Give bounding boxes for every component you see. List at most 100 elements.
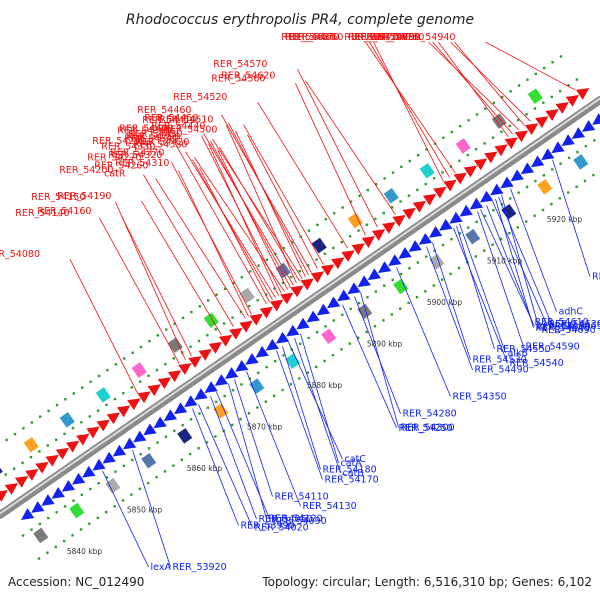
- forward-leader-line: [141, 200, 222, 336]
- reverse-gene-arrow: [510, 169, 524, 182]
- track-dot: [96, 409, 100, 412]
- track-dot: [432, 177, 436, 180]
- track-dot: [172, 464, 175, 467]
- forward-leader-line: [217, 149, 288, 290]
- reverse-gene-label: RER_54540: [510, 358, 564, 369]
- forward-gene-arrow: [422, 193, 437, 206]
- reverse-gene-arrow: [265, 338, 280, 351]
- reverse-leader-line: [453, 227, 508, 364]
- gene-dots-layer: [4, 55, 596, 560]
- track-dot: [467, 226, 470, 229]
- track-dot: [500, 130, 503, 133]
- track-dot: [450, 130, 454, 134]
- track-dot: [550, 95, 553, 99]
- reverse-gene-arrow: [184, 395, 198, 408]
- track-dot: [509, 197, 512, 200]
- track-dot: [139, 345, 143, 349]
- track-dot: [256, 299, 259, 302]
- track-dot: [298, 377, 301, 380]
- track-dot: [333, 212, 336, 215]
- forward-leader-line: [247, 134, 318, 269]
- track-dot: [323, 359, 326, 363]
- reverse-gene-arrow: [439, 218, 453, 231]
- forward-gene-arrow: [545, 109, 559, 121]
- forward-gene-arrow: [300, 278, 314, 291]
- forward-gene-label: RER_54750: [348, 32, 402, 43]
- track-dot: [482, 249, 486, 252]
- track-dot: [188, 452, 192, 456]
- forward-gene-label: RER_54140: [15, 208, 69, 219]
- track-dot: [484, 107, 487, 110]
- track-dot: [383, 177, 386, 180]
- backbone-bar: [0, 96, 600, 519]
- feature-box-outer-forward: [491, 113, 507, 129]
- track-dot: [331, 354, 335, 357]
- track-dot: [97, 482, 100, 485]
- track-dot: [558, 89, 562, 93]
- reverse-leader-line: [132, 449, 171, 568]
- track-dot: [273, 360, 277, 363]
- track-dot: [315, 258, 318, 261]
- track-dot: [592, 173, 595, 177]
- forward-gene-arrow: [310, 271, 325, 284]
- reverse-gene-arrow: [286, 324, 300, 337]
- track-dot: [559, 162, 562, 165]
- track-dot: [46, 551, 49, 554]
- reverse-gene-arrow: [224, 367, 239, 379]
- feature-box-outer-reverse: [213, 403, 229, 419]
- forward-gene-arrow: [116, 405, 131, 418]
- forward-gene-arrow: [45, 454, 59, 467]
- track-dot: [46, 444, 49, 447]
- reverse-gene-arrow: [571, 127, 586, 139]
- track-dot: [198, 305, 202, 308]
- track-dot: [113, 397, 117, 401]
- forward-gene-arrow: [412, 200, 427, 213]
- forward-gene-label: RER_54520: [173, 92, 227, 103]
- forward-gene-arrow: [259, 306, 274, 319]
- track-dot: [391, 278, 394, 282]
- feature-box-outer-forward: [347, 212, 363, 229]
- track-dot: [71, 534, 74, 537]
- track-dot: [559, 55, 563, 58]
- forward-gene-label: RER_54500: [163, 125, 217, 136]
- reverse-gene-label: catB: [343, 468, 364, 479]
- reverse-leader-line: [210, 396, 257, 520]
- forward-gene-arrow: [575, 87, 590, 100]
- track-dot: [47, 409, 50, 413]
- track-dot: [366, 188, 370, 192]
- forward-gene-label: RER_54680: [281, 32, 335, 43]
- forward-leader-line: [203, 133, 294, 286]
- reverse-gene-label: catA: [341, 458, 363, 469]
- reverse-gene-arrow: [82, 465, 96, 478]
- forward-gene-arrow: [14, 476, 29, 488]
- reverse-gene-arrow: [245, 352, 259, 365]
- forward-leader-line: [143, 174, 234, 327]
- track-dot: [81, 386, 84, 389]
- track-dot: [13, 432, 17, 436]
- reverse-gene-arrow: [122, 437, 137, 450]
- reverse-gene-label: RER_54280: [403, 409, 457, 420]
- forward-gene-arrow: [290, 285, 304, 298]
- track-dot: [240, 276, 244, 279]
- track-dot: [181, 423, 184, 427]
- track-dot: [348, 235, 352, 238]
- reverse-gene-label: RER_54490: [475, 365, 529, 376]
- forward-leader-line: [437, 41, 509, 137]
- track-dot: [416, 188, 419, 192]
- forward-gene-arrow: [280, 292, 294, 305]
- track-dot: [298, 270, 301, 273]
- reverse-leader-line: [246, 371, 301, 507]
- track-dot: [416, 261, 420, 264]
- track-dot: [441, 243, 445, 247]
- track-dot: [172, 357, 175, 360]
- feature-box-outer-reverse: [141, 452, 157, 469]
- reverse-gene-arrow: [204, 381, 218, 393]
- track-dot: [130, 386, 133, 389]
- track-dot: [584, 145, 588, 148]
- reverse-gene-arrow: [490, 183, 504, 196]
- forward-gene-label: RER_54270: [87, 152, 141, 163]
- track-dot: [357, 229, 360, 232]
- forward-leader-line: [192, 159, 273, 300]
